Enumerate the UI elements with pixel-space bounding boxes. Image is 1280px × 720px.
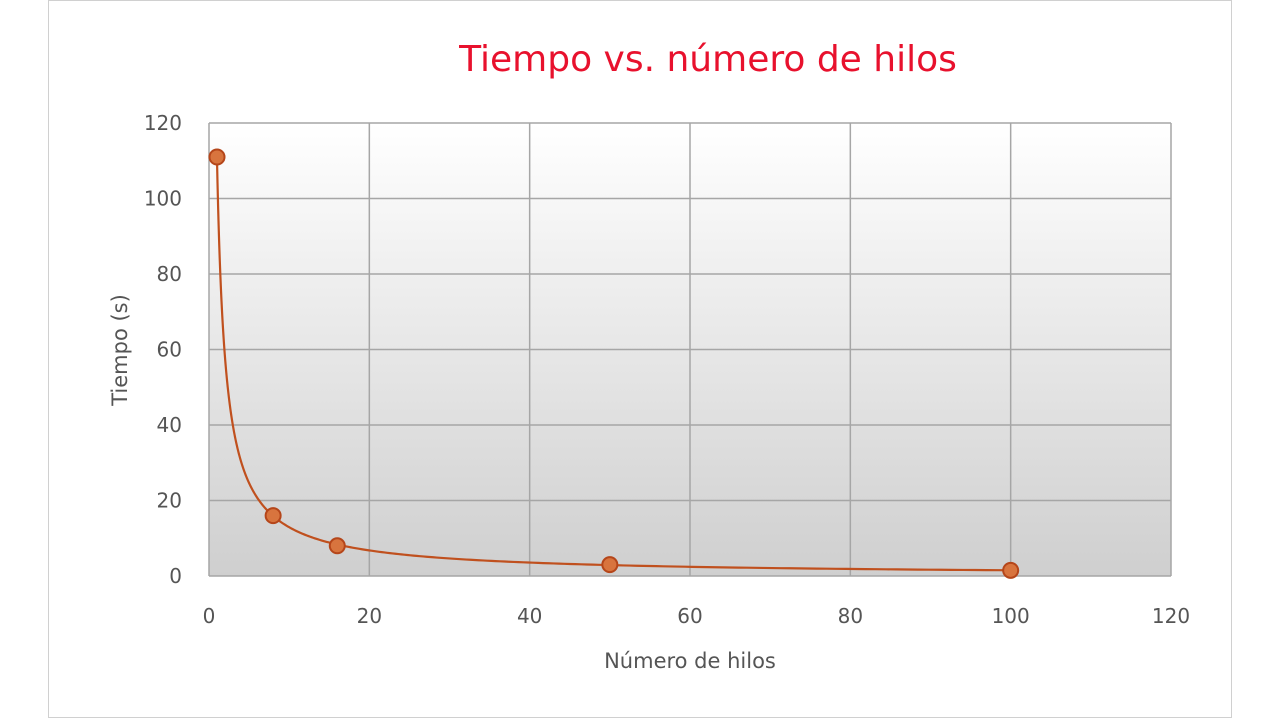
data-point-marker <box>601 556 619 574</box>
x-tick-label: 60 <box>677 604 702 628</box>
data-point-marker <box>328 537 346 555</box>
x-tick-label: 0 <box>203 604 216 628</box>
y-tick-label: 100 <box>144 187 182 211</box>
data-points <box>208 148 1020 579</box>
y-axis-title: Tiempo (s) <box>108 294 132 407</box>
y-tick-label: 0 <box>169 564 182 588</box>
y-tick-label: 60 <box>157 338 182 362</box>
y-axis-ticks: 0 20 40 60 80 100 120 <box>144 111 182 588</box>
y-tick-label: 40 <box>157 413 182 437</box>
data-point-marker <box>264 507 282 525</box>
x-axis-title: Número de hilos <box>604 649 776 673</box>
x-tick-label: 120 <box>1152 604 1190 628</box>
x-tick-label: 80 <box>838 604 863 628</box>
x-tick-label: 100 <box>992 604 1030 628</box>
series-trendline <box>215 160 1011 572</box>
x-tick-label: 20 <box>357 604 382 628</box>
x-tick-label: 40 <box>517 604 542 628</box>
y-tick-label: 20 <box>157 489 182 513</box>
data-point-marker <box>208 148 226 166</box>
chart-title: Tiempo vs. número de hilos <box>458 39 957 80</box>
data-point-marker <box>1002 561 1020 579</box>
x-axis-ticks: 0 20 40 60 80 100 120 <box>203 604 1190 628</box>
grid-lines <box>208 122 1172 577</box>
y-tick-label: 120 <box>144 111 182 135</box>
y-tick-label: 80 <box>157 262 182 286</box>
